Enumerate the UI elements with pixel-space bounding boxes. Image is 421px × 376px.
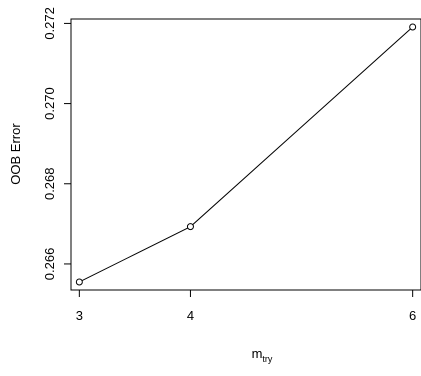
x-tick-label: 6: [409, 308, 416, 323]
y-tick-label: 0.270: [42, 87, 57, 120]
plot-box: [70, 18, 421, 291]
y-tick-label: 0.266: [42, 248, 57, 281]
x-axis-title: mtry: [252, 346, 273, 364]
x-tick-label: 3: [76, 308, 83, 323]
y-tick-label: 0.272: [42, 7, 57, 40]
y-tick-label: 0.268: [42, 167, 57, 200]
data-point: [186, 223, 194, 231]
data-point: [75, 278, 83, 286]
series-line: [79, 26, 414, 283]
y-axis: 0.266 0.268 0.270 0.272: [42, 7, 72, 281]
y-axis-title: OOB Error: [8, 123, 23, 185]
data-point: [409, 23, 417, 31]
series: [75, 23, 417, 286]
x-axis: 3 4 6: [76, 289, 416, 323]
x-tick-label: 4: [187, 308, 194, 323]
